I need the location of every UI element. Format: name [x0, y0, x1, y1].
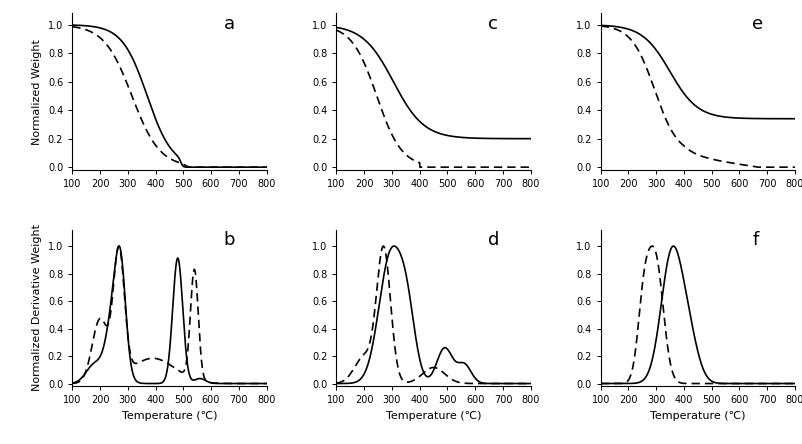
- Text: f: f: [751, 231, 758, 249]
- Text: a: a: [224, 15, 235, 33]
- X-axis label: Temperature (℃): Temperature (℃): [122, 411, 217, 421]
- X-axis label: Temperature (℃): Temperature (℃): [650, 411, 744, 421]
- Text: b: b: [224, 231, 235, 249]
- Text: c: c: [488, 15, 497, 33]
- Text: d: d: [488, 231, 499, 249]
- X-axis label: Temperature (℃): Temperature (℃): [386, 411, 480, 421]
- Y-axis label: Normalized Weight: Normalized Weight: [32, 39, 43, 145]
- Y-axis label: Normalized Derivative Weight: Normalized Derivative Weight: [32, 224, 43, 392]
- Text: e: e: [751, 15, 763, 33]
